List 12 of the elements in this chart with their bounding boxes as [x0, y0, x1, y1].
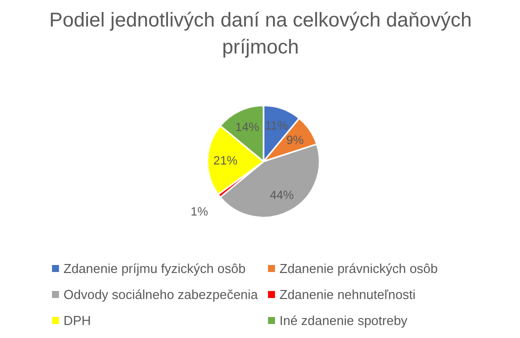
legend-label: Zdanenie nehnuteľnosti: [280, 287, 416, 302]
data-label: 14%: [235, 120, 260, 134]
legend-label: Odvody sociálneho zabezpečenia: [64, 287, 259, 302]
legend-label: Zdanenie príjmu fyzických osôb: [64, 261, 246, 276]
legend-label: Iné zdanenie spotreby: [280, 313, 408, 328]
data-label: 11%: [264, 118, 288, 133]
chart-title: Podiel jednotlivých daní na celkových daňových príjmoch: [49, 10, 472, 58]
legend-label: Zdanenie právnických osôb: [280, 261, 438, 276]
data-label: 9%: [286, 133, 304, 148]
legend-label: DPH: [64, 313, 91, 328]
data-label: 44%: [270, 188, 294, 202]
data-label: 1%: [190, 204, 208, 218]
